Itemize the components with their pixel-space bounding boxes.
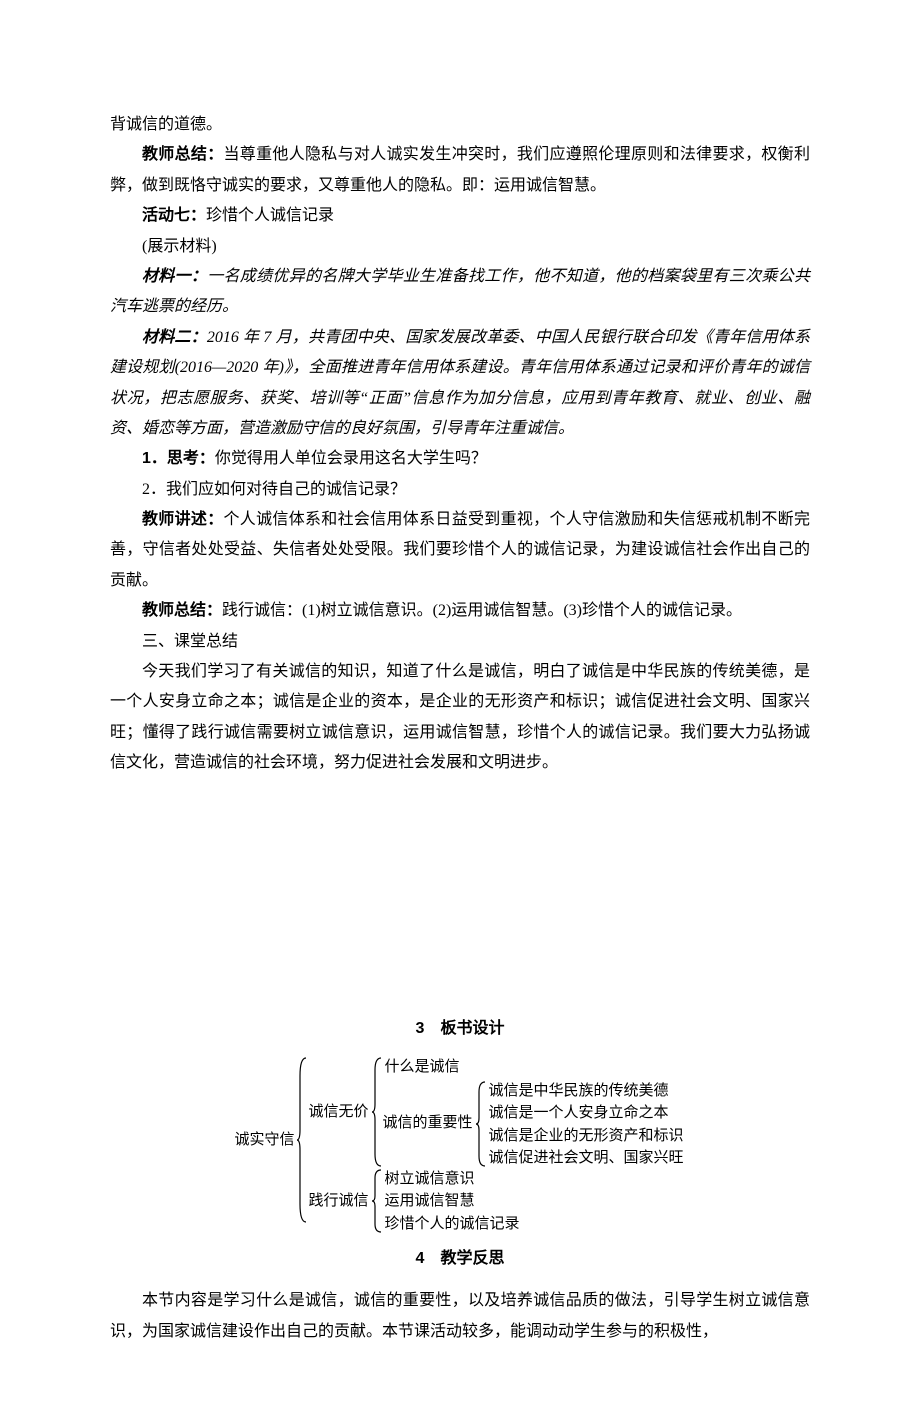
bracket-leaf-what-is: 什么是诚信 [383, 1056, 686, 1079]
paragraph-p6: 材料二：2016 年 7 月，共青团中央、国家发展改革委、中国人民银行联合印发《… [110, 323, 810, 445]
label-activity-7: 活动七： [142, 207, 206, 224]
paragraph-p2: 教师总结：当尊重他人隐私与对人诚实发生冲突时，我们应遵照伦理原则和法律要求，权衡… [110, 140, 810, 201]
bracket-leaf-importance-2: 诚信是一个人安身立命之本 [487, 1102, 686, 1125]
body-p5: 一名成绩优异的名牌大学毕业生准备找工作，他不知道，他的档案袋里有三次乘公共汽车逃… [110, 268, 810, 315]
bracket-importance-label: 诚信的重要性 [383, 1112, 475, 1135]
bracket-leaf-jianxing-2: 运用诚信智慧 [383, 1190, 522, 1213]
body-p10: 践行诚信：(1)树立诚信意识。(2)运用诚信智慧。(3)珍惜个人的诚信记录。 [222, 602, 742, 619]
bracket-importance-group: 诚信的重要性 诚信是中华民族的传统美德 诚信是一个人安身立命之本 诚信是企业的无… [383, 1080, 686, 1168]
bracket-level1-children: 诚信无价 什么是诚信 诚信的重要性 诚信是中华民族的传统美德 诚信是一个人安身立… [308, 1056, 685, 1224]
label-material-1: 材料一： [142, 268, 207, 285]
bracket-chengxin-wujia-children: 什么是诚信 诚信的重要性 诚信是中华民族的传统美德 诚信是一个人安身立命之本 诚… [383, 1056, 686, 1168]
label-teacher-narration: 教师讲述： [142, 511, 224, 528]
bracket-left-brace-icon [371, 1168, 383, 1234]
paragraph-p12: 今天我们学习了有关诚信的知识，知道了什么是诚信，明白了诚信是中华民族的传统美德，… [110, 657, 810, 779]
bracket-leaf-jianxing-3: 珍惜个人的诚信记录 [383, 1213, 522, 1236]
bracket-leaf-importance-1: 诚信是中华民族的传统美德 [487, 1080, 686, 1103]
bracket-jianxing-group: 践行诚信 树立诚信意识 运用诚信智慧 珍惜个人的诚信记录 [308, 1168, 685, 1234]
bracket-diagram: 诚实守信 诚信无价 什么是诚信 诚信的重要性 [110, 1056, 810, 1224]
body-p3: 珍惜个人诚信记录 [206, 207, 334, 224]
bracket-leaf-jianxing-1: 树立诚信意识 [383, 1168, 522, 1191]
bracket-left-brace-icon [475, 1080, 487, 1168]
bracket-left-brace-icon [296, 1056, 308, 1224]
label-think: 1．思考： [142, 450, 215, 467]
bracket-root-label: 诚实守信 [234, 1129, 296, 1152]
paragraph-p9: 教师讲述：个人诚信体系和社会信用体系日益受到重视，个人守信激励和失信惩戒机制不断… [110, 505, 810, 596]
spacer [110, 779, 810, 994]
bracket-chengxin-wujia-label: 诚信无价 [308, 1101, 370, 1124]
label-teacher-summary-2: 教师总结： [142, 602, 222, 619]
bracket-importance-children: 诚信是中华民族的传统美德 诚信是一个人安身立命之本 诚信是企业的无形资产和标识 … [487, 1080, 686, 1168]
paragraph-p5: 材料一：一名成绩优异的名牌大学毕业生准备找工作，他不知道，他的档案袋里有三次乘公… [110, 262, 810, 323]
paragraph-p13: 本节内容是学习什么是诚信，诚信的重要性，以及培养诚信品质的做法，引导学生树立诚信… [110, 1286, 810, 1347]
body-p6: 2016 年 7 月，共青团中央、国家发展改革委、中国人民银行联合印发《青年信用… [110, 329, 810, 437]
bracket-leaf-importance-3: 诚信是企业的无形资产和标识 [487, 1125, 686, 1148]
paragraph-p4: (展示材料) [110, 232, 810, 262]
bracket-leaf-importance-4: 诚信促进社会文明、国家兴旺 [487, 1147, 686, 1170]
paragraph-p7: 1．思考：你觉得用人单位会录用这名大学生吗？ [110, 444, 810, 474]
label-material-2: 材料二： [142, 329, 207, 346]
paragraph-p3: 活动七：珍惜个人诚信记录 [110, 201, 810, 231]
bracket-jianxing-children: 树立诚信意识 运用诚信智慧 珍惜个人的诚信记录 [383, 1168, 522, 1234]
paragraph-p10: 教师总结：践行诚信：(1)树立诚信意识。(2)运用诚信智慧。(3)珍惜个人的诚信… [110, 596, 810, 626]
bracket-chengxin-wujia-group: 诚信无价 什么是诚信 诚信的重要性 诚信是中华民族的传统美德 诚信是一个人安身立… [308, 1056, 685, 1168]
body-p7: 你觉得用人单位会录用这名大学生吗？ [215, 450, 487, 467]
heading-section-3: 3 板书设计 [110, 1014, 810, 1044]
heading-section-4: 4 教学反思 [110, 1244, 810, 1274]
bracket-root-group: 诚实守信 诚信无价 什么是诚信 诚信的重要性 [234, 1056, 685, 1224]
paragraph-p8: 2．我们应如何对待自己的诚信记录？ [110, 475, 810, 505]
paragraph-p1: 背诚信的道德。 [110, 110, 810, 140]
paragraph-p11-class-summary: 三、课堂总结 [110, 627, 810, 657]
label-teacher-summary-1: 教师总结： [142, 146, 224, 163]
bracket-left-brace-icon [371, 1056, 383, 1168]
bracket-jianxing-label: 践行诚信 [308, 1190, 370, 1213]
